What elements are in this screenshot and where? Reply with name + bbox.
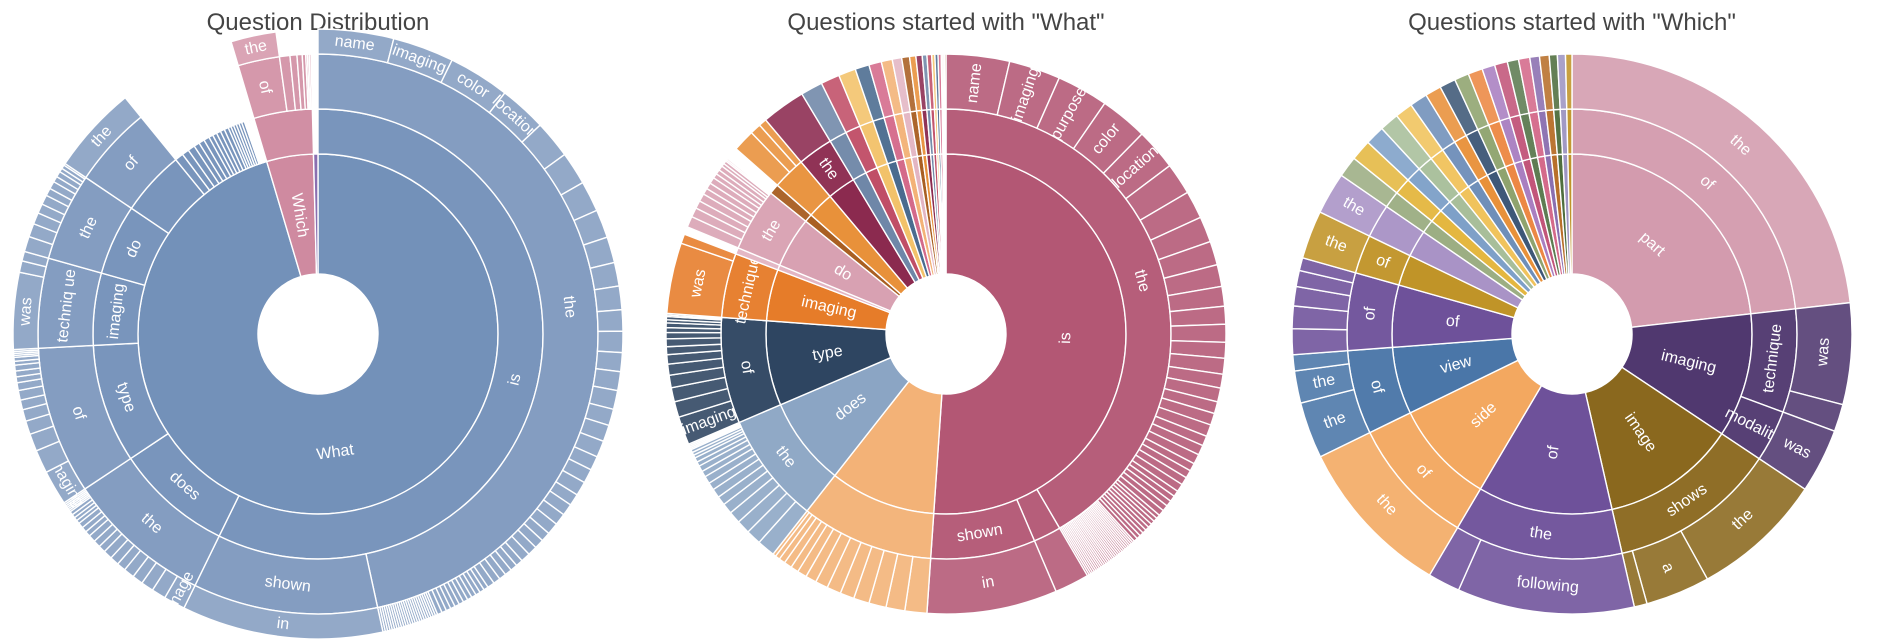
sunburst-center-hole <box>258 274 378 394</box>
sunburst-segment <box>1566 108 1573 155</box>
sunburst-label: of <box>1367 378 1387 396</box>
sunburst-label: was <box>16 297 35 328</box>
sunburst-label: was <box>1814 337 1833 368</box>
sunburst-segment <box>943 53 947 110</box>
sunburst-label: in <box>276 615 290 633</box>
sunburst-center-hole <box>886 274 1006 394</box>
sunburst-label: of <box>1445 313 1461 331</box>
sunburst-label: do <box>123 237 146 260</box>
sunburst-segment <box>596 330 624 354</box>
sunburst-label: Which <box>288 192 312 239</box>
sunburst-label: of <box>737 359 756 376</box>
sunburst-label: What <box>316 441 356 463</box>
sunburst-center-hole <box>1512 274 1632 394</box>
sunburst-label: the <box>1323 232 1350 256</box>
sunburst-label: following <box>1516 574 1580 597</box>
sunburst-label: the <box>1529 524 1554 544</box>
sunburst-label: name <box>334 33 376 55</box>
sunburst-label: name <box>964 62 986 104</box>
sunburst-label: of <box>68 404 89 423</box>
sunburst-label: the <box>1321 409 1348 433</box>
sunburst-label: do <box>831 261 855 285</box>
sunburst-label: the <box>560 295 579 319</box>
sunburst-label: the <box>1131 268 1153 294</box>
sunburst-label: of <box>1361 306 1379 322</box>
chart-title-what: Questions started with "What" <box>787 9 1104 36</box>
sunburst-segment <box>1291 327 1349 356</box>
chart-title-which: Questions started with "Which" <box>1408 9 1736 36</box>
sunburst-label: is <box>1057 332 1074 344</box>
sunburst-label: imaging <box>105 283 128 341</box>
sunburst-label: is <box>505 372 524 387</box>
sunburst-label: the <box>1312 371 1337 392</box>
sunburst-label: the <box>243 37 268 58</box>
sunburst-label: of <box>255 79 275 96</box>
sunburst-segment <box>593 285 623 313</box>
sunburst-segment <box>1170 323 1227 344</box>
sunburst-segment <box>596 308 624 333</box>
sunburst-label: was <box>687 268 710 300</box>
sunburst-segment <box>64 96 142 179</box>
sunburst-label: shown <box>264 573 312 595</box>
sunburst-label: of <box>1544 444 1563 460</box>
sunburst-segment <box>308 53 314 110</box>
sunburst-segment <box>944 108 947 155</box>
sunburst-label: of <box>1374 251 1393 272</box>
sunburst-segment <box>589 261 620 291</box>
sunburst-segment <box>944 153 947 275</box>
sunburst-label: in <box>981 573 996 592</box>
sunburst-label: type <box>811 343 844 365</box>
sunburst-segment <box>1564 53 1573 110</box>
